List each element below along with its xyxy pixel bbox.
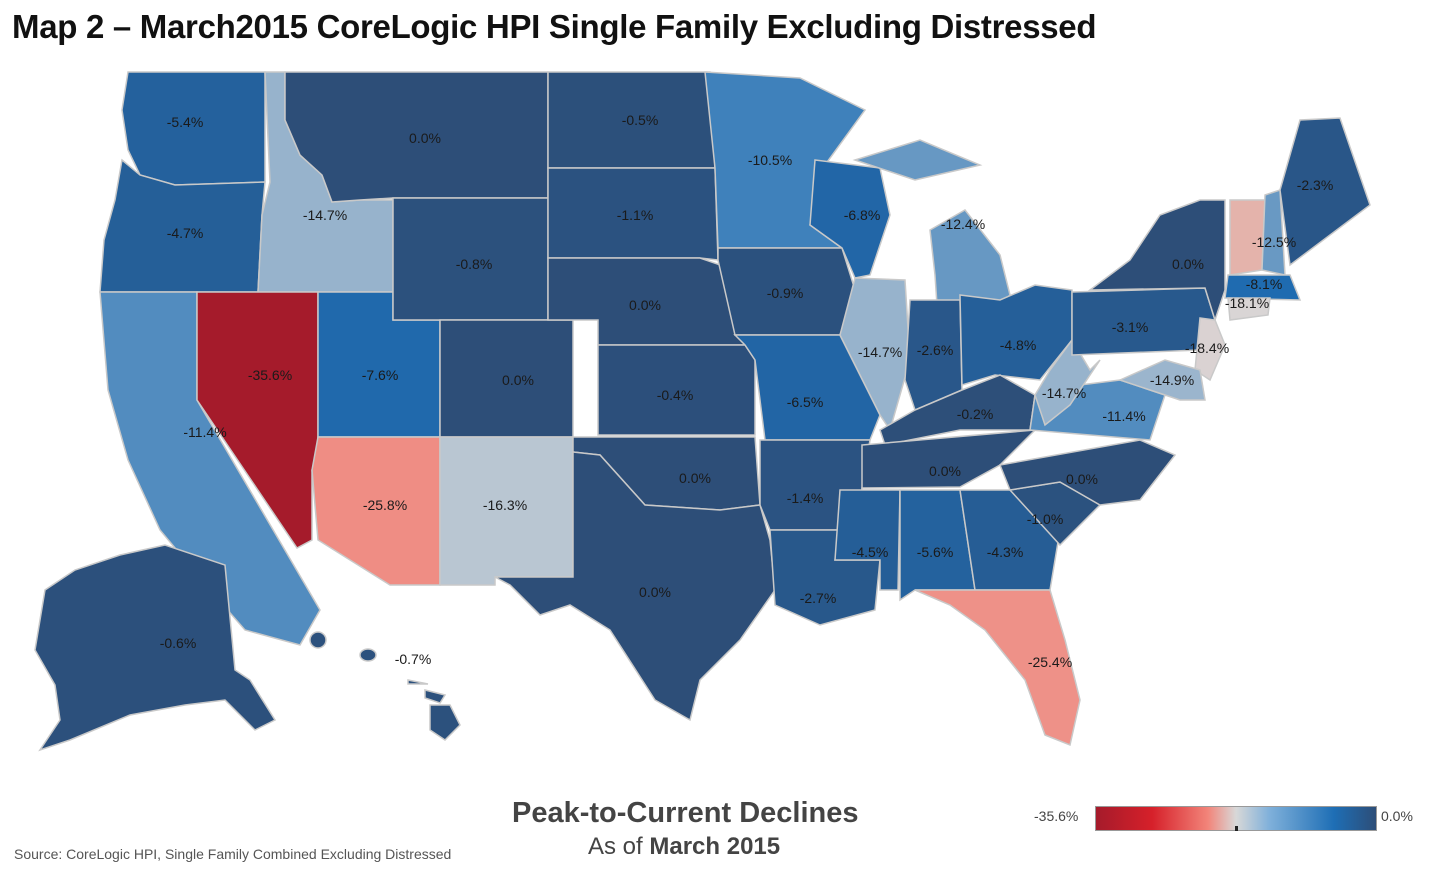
legend-subtitle-date: March 2015 [649,833,781,860]
legend-subtitle-prefix: As of [588,833,650,860]
state-label-ia: -0.9% [767,285,804,301]
state-label-hi: -0.7% [395,651,432,667]
state-sd [547,167,719,261]
state-nc [998,439,1177,506]
state-label-nv: -35.6% [248,367,292,383]
state-label-wa: -5.4% [167,114,204,130]
state-label-ak: -0.6% [160,635,197,651]
state-label-ne: 0.0% [629,297,661,313]
state-il [839,277,911,432]
state-label-ky: -0.2% [957,406,994,422]
state-ny [1087,199,1226,323]
state-label-me: -2.3% [1297,177,1334,193]
state-label-nm: -16.3% [483,497,527,513]
state-label-ut: -7.6% [362,367,399,383]
color-scale-tick [1235,826,1238,831]
state-label-va: -11.4% [1102,408,1145,424]
state-ak [34,544,277,752]
state-label-ca: -11.4% [183,424,226,440]
state-label-wi: -6.8% [844,207,881,223]
state-me [1279,117,1371,267]
state-tx [494,451,776,722]
state-label-or: -4.7% [167,225,204,241]
state-label-mt: 0.0% [409,130,441,146]
state-label-fl: -25.4% [1028,654,1072,670]
state-fl [914,589,1081,747]
state-label-ok: 0.0% [679,470,711,486]
state-label-sd: -1.1% [617,207,654,223]
state-label-al: -5.6% [917,544,954,560]
state-label-ny: 0.0% [1172,256,1204,272]
state-label-id: -14.7% [303,207,347,223]
state-label-in: -2.6% [917,342,954,358]
state-wv [1034,338,1101,427]
state-ct [1227,297,1271,321]
state-label-nh: -12.5% [1252,234,1296,250]
state-nj [1194,317,1226,382]
state-md [1117,359,1206,401]
color-scale-max-label: 0.0% [1381,808,1413,824]
state-ks [597,344,756,436]
state-label-co: 0.0% [502,372,534,388]
source-note: Source: CoreLogic HPI, Single Family Com… [14,846,452,862]
legend-subtitle: As of March 2015 [588,833,780,861]
state-label-mi: -12.4% [941,216,985,232]
state-label-mn: -10.5% [748,152,792,168]
map-title: Map 2 – March2015 CoreLogic HPI Single F… [12,8,1097,45]
state-label-wy: -0.8% [456,256,493,272]
state-label-ma: -8.1% [1246,276,1283,292]
legend-title: Peak-to-Current Declines [512,797,859,829]
state-label-il: -14.7% [858,344,902,360]
state-label-wv: -14.7% [1042,385,1086,401]
state-label-pa: -3.1% [1112,319,1149,335]
state-label-mo: -6.5% [787,394,824,410]
color-scale-min-label: -35.6% [1034,808,1079,824]
state-wi [809,159,891,279]
state-label-oh: -4.8% [1000,337,1037,353]
state-label-nd: -0.5% [622,112,659,128]
state-label-ar: -1.4% [787,490,824,506]
state-label-nj: -18.4% [1185,340,1229,356]
state-label-ga: -4.3% [987,544,1024,560]
state-ma [1224,274,1302,301]
state-label-sc: -1.0% [1027,511,1064,527]
state-label-md: -14.9% [1150,372,1194,388]
state-label-ct: -18.1% [1225,295,1269,311]
state-label-tx: 0.0% [639,584,671,600]
state-label-nc: 0.0% [1066,471,1098,487]
state-label-tn: 0.0% [929,463,961,479]
state-label-az: -25.8% [363,497,407,513]
state-label-la: -2.7% [800,590,837,606]
state-label-ks: -0.4% [657,387,694,403]
state-tn [861,429,1037,489]
state-label-ms: -4.5% [852,544,889,560]
state-hi [309,631,461,741]
